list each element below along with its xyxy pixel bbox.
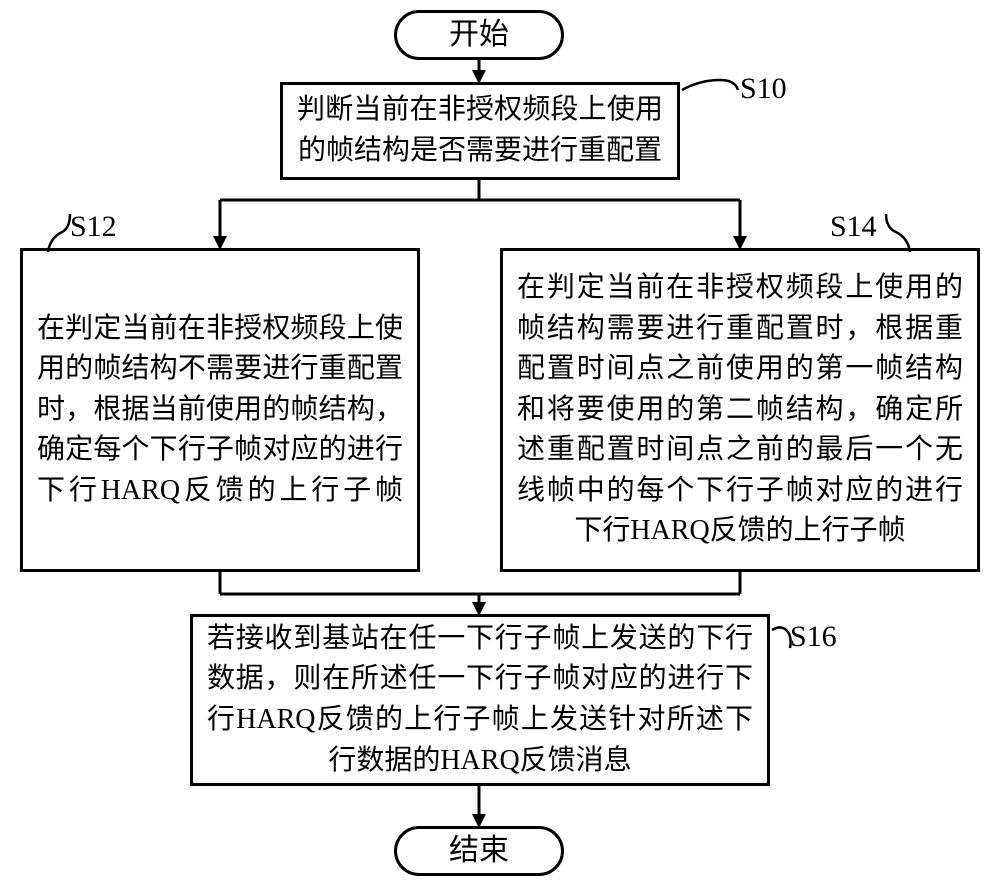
- end-text: 结束: [449, 836, 509, 866]
- end-node: 结束: [394, 826, 564, 876]
- s12-label: S12: [70, 210, 117, 244]
- s14-node: 在判定当前在非授权频段上使用的帧结构需要进行重配置时，根据重配置时间点之前使用的…: [500, 248, 980, 572]
- start-node: 开始: [394, 10, 564, 60]
- s10-label: S10: [740, 72, 787, 106]
- s14-label: S14: [830, 210, 877, 244]
- s16-text: 若接收到基站在任一下行子帧上发送的下行数据，则在所述任一下行子帧对应的进行下行H…: [207, 619, 753, 781]
- s10-node: 判断当前在非授权频段上使用的帧结构是否需要进行重配置: [280, 82, 680, 180]
- s12-text: 在判定当前在非授权频段上使用的帧结构不需要进行重配置时，根据当前使用的帧结构，确…: [37, 309, 403, 512]
- s10-text: 判断当前在非授权频段上使用的帧结构是否需要进行重配置: [297, 90, 663, 171]
- s12-node: 在判定当前在非授权频段上使用的帧结构不需要进行重配置时，根据当前使用的帧结构，确…: [20, 248, 420, 572]
- s16-node: 若接收到基站在任一下行子帧上发送的下行数据，则在所述任一下行子帧对应的进行下行H…: [190, 614, 770, 786]
- s14-text: 在判定当前在非授权频段上使用的帧结构需要进行重配置时，根据重配置时间点之前使用的…: [517, 268, 963, 552]
- s16-label: S16: [790, 620, 837, 654]
- start-text: 开始: [449, 20, 509, 50]
